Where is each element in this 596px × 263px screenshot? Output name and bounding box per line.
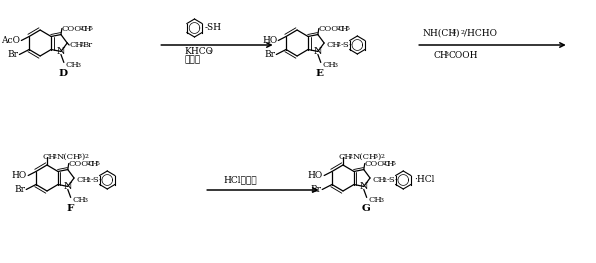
Text: 2: 2 bbox=[381, 154, 385, 159]
Text: COOC: COOC bbox=[319, 24, 345, 33]
Text: 2: 2 bbox=[382, 161, 386, 166]
Text: CH: CH bbox=[73, 196, 86, 204]
Text: COOC: COOC bbox=[62, 24, 88, 33]
Text: H: H bbox=[90, 160, 98, 168]
Text: N: N bbox=[359, 182, 368, 191]
Text: ): ) bbox=[455, 28, 459, 38]
Text: KHCO: KHCO bbox=[185, 48, 214, 57]
Text: 5: 5 bbox=[88, 26, 92, 31]
Text: CH: CH bbox=[42, 153, 56, 161]
Text: 2: 2 bbox=[383, 178, 387, 183]
Text: 反应④: 反应④ bbox=[185, 55, 201, 64]
Text: ): ) bbox=[81, 153, 85, 161]
Text: 2: 2 bbox=[80, 43, 84, 48]
Text: -S-: -S- bbox=[387, 176, 399, 184]
Text: /HCHO: /HCHO bbox=[464, 28, 497, 38]
Text: 2: 2 bbox=[87, 178, 91, 183]
Text: CH: CH bbox=[69, 41, 83, 49]
Text: Br: Br bbox=[265, 50, 275, 59]
Text: 2: 2 bbox=[460, 31, 464, 36]
Text: 3: 3 bbox=[373, 154, 377, 159]
Text: 2: 2 bbox=[86, 161, 91, 166]
Text: 3: 3 bbox=[77, 154, 81, 159]
Text: COOC: COOC bbox=[69, 160, 95, 168]
Text: HO: HO bbox=[262, 36, 277, 45]
Text: Br: Br bbox=[311, 185, 321, 194]
Text: N(CH: N(CH bbox=[57, 153, 81, 161]
Text: ·HCl: ·HCl bbox=[414, 175, 434, 185]
Text: CH: CH bbox=[338, 153, 352, 161]
Text: COOC: COOC bbox=[365, 160, 391, 168]
Text: HCl、丙酮: HCl、丙酮 bbox=[224, 175, 257, 185]
Text: -S-: -S- bbox=[341, 41, 353, 49]
Text: HO: HO bbox=[308, 171, 323, 180]
Text: E: E bbox=[316, 69, 324, 78]
Text: N(CH: N(CH bbox=[353, 153, 377, 161]
Text: CH: CH bbox=[66, 62, 79, 69]
Text: 3: 3 bbox=[445, 53, 449, 58]
Text: Br: Br bbox=[14, 185, 25, 194]
Text: 5: 5 bbox=[391, 161, 395, 166]
Text: ): ) bbox=[377, 153, 380, 161]
Text: 5: 5 bbox=[95, 161, 99, 166]
Text: Br: Br bbox=[7, 50, 18, 59]
Text: H: H bbox=[83, 24, 91, 33]
Text: H: H bbox=[340, 24, 347, 33]
Text: F: F bbox=[66, 204, 73, 213]
Text: 2: 2 bbox=[337, 43, 341, 48]
Text: 3: 3 bbox=[83, 198, 88, 203]
Text: 2: 2 bbox=[349, 154, 353, 159]
Text: CH: CH bbox=[326, 41, 340, 49]
Text: 3: 3 bbox=[380, 198, 383, 203]
Text: CH: CH bbox=[369, 196, 383, 204]
Text: CH: CH bbox=[434, 50, 449, 59]
Text: 2: 2 bbox=[336, 26, 340, 31]
Text: -SH: -SH bbox=[204, 23, 221, 33]
Text: CH: CH bbox=[76, 176, 90, 184]
Text: D: D bbox=[58, 69, 67, 78]
Text: 3: 3 bbox=[334, 63, 337, 68]
Text: H: H bbox=[386, 160, 393, 168]
Text: N: N bbox=[64, 182, 72, 191]
Text: 3: 3 bbox=[207, 49, 211, 54]
Text: 3: 3 bbox=[76, 63, 80, 68]
Text: 5: 5 bbox=[345, 26, 349, 31]
Text: CH: CH bbox=[322, 62, 337, 69]
Text: NH(CH: NH(CH bbox=[422, 28, 457, 38]
Text: 2: 2 bbox=[53, 154, 57, 159]
Text: N: N bbox=[313, 47, 322, 56]
Text: 2: 2 bbox=[85, 154, 89, 159]
Text: 2: 2 bbox=[79, 26, 83, 31]
Text: G: G bbox=[361, 204, 370, 213]
Text: Br: Br bbox=[83, 41, 93, 49]
Text: AcO: AcO bbox=[1, 36, 20, 45]
Text: N: N bbox=[57, 47, 65, 56]
Text: 3: 3 bbox=[451, 31, 455, 36]
Text: HO: HO bbox=[12, 171, 27, 180]
Text: COOH: COOH bbox=[449, 50, 478, 59]
Text: -S-: -S- bbox=[91, 176, 103, 184]
Text: CH: CH bbox=[372, 176, 386, 184]
